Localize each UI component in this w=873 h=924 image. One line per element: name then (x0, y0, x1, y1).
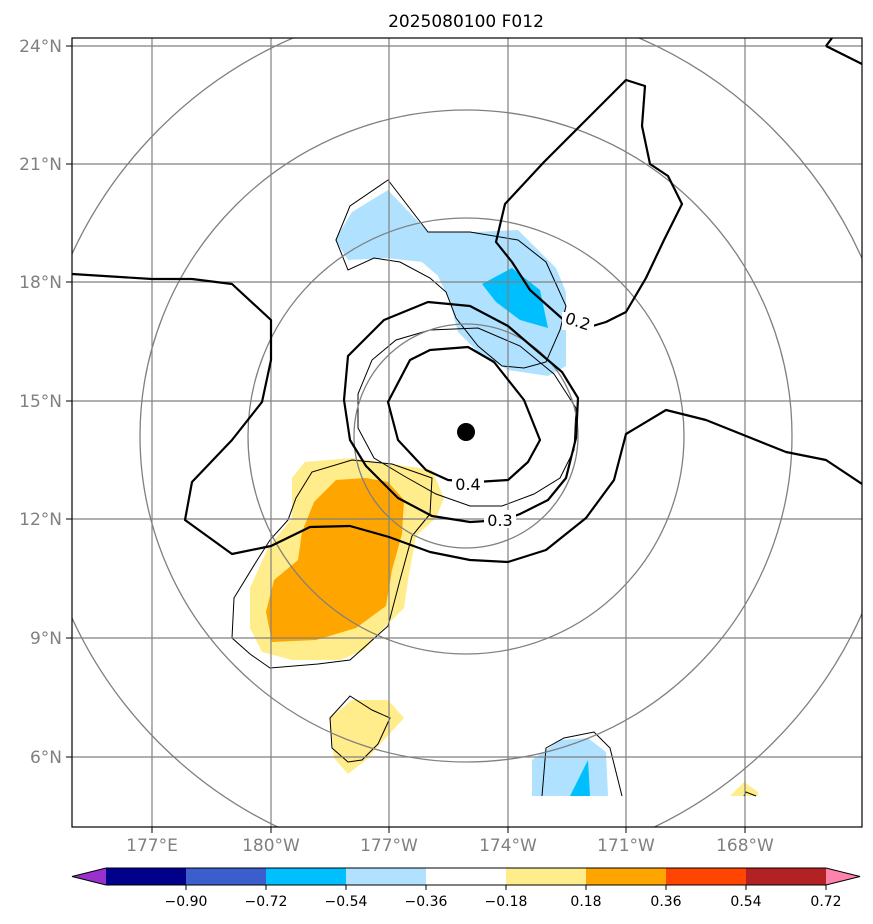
colorbar-outline (71, 867, 861, 886)
colorbar-cell (746, 868, 827, 885)
colorbar-cell (266, 868, 347, 885)
lat-circle-3 (139, 109, 793, 763)
contour-label-bg-0.2 (562, 312, 594, 330)
colorbar-cell (506, 868, 587, 885)
lat-label-21: 21°N (19, 155, 62, 175)
contour-0.2-upper (494, 78, 684, 330)
thick-contours (72, 38, 862, 564)
colorbar-extend-low (72, 868, 106, 885)
colorbar-tick-label: −0.72 (245, 894, 288, 910)
contour-label-0.4: 0.4 (455, 475, 480, 494)
contour-0.3 (342, 300, 580, 524)
contour-top-right (825, 38, 862, 65)
colorbar-tick-label: 0.54 (730, 894, 761, 910)
colorbar-cell (346, 868, 427, 885)
lon-label-171W: 171°W (597, 836, 655, 856)
thin-contour-small (329, 695, 391, 763)
thin-contour-yellow (231, 459, 433, 669)
lat-label-12: 12°N (19, 510, 62, 530)
shade-light-yellow-small (330, 700, 404, 774)
lon-label-168W: 168°W (716, 836, 774, 856)
colorbar-cell (106, 868, 187, 885)
lon-labels: 177°E 180°W 177°W 174°W 171°W 168°W (126, 836, 774, 856)
figure-title: 2025080100 F012 (388, 12, 544, 32)
lat-label-9: 9°N (30, 629, 62, 649)
lon-label-174W: 174°W (479, 836, 537, 856)
colorbar: −0.90 −0.72 −0.54 −0.36 −0.18 0.18 0.36 0.54 0.7… (71, 867, 861, 910)
colorbar-cell (666, 868, 747, 885)
lat-label-18: 18°N (19, 273, 62, 293)
shade-deep-blue (482, 268, 548, 328)
tick-marks (66, 45, 746, 833)
thin-contour-south (541, 731, 623, 797)
shade-light-yellow-east (730, 782, 758, 796)
contour-label-bg-0.3 (484, 510, 516, 528)
contour-0.2 (72, 272, 862, 564)
lon-label-180W: 180°W (242, 836, 300, 856)
lat-label-24: 24°N (19, 37, 62, 57)
lat-labels: 24°N 21°N 18°N 15°N 12°N 9°N 6°N (19, 37, 62, 768)
colorbar-cell (186, 868, 267, 885)
colorbar-tick-label: −0.18 (485, 894, 528, 910)
colorbar-tick-label: 0.72 (810, 894, 841, 910)
lon-label-177E: 177°E (126, 836, 178, 856)
contour-label-bg-0.4 (452, 474, 484, 492)
lon-label-177W: 177°W (360, 836, 418, 856)
colorbar-cells (71, 867, 861, 886)
storm-center-marker (457, 423, 475, 441)
lat-circle-1 (353, 323, 579, 549)
contour-labels: 0.2 0.3 0.4 (452, 309, 594, 530)
colorbar-extend-high (826, 868, 860, 885)
colorbar-tick-label: −0.36 (405, 894, 448, 910)
colorbar-tick-label: 0.36 (650, 894, 681, 910)
lat-label-15: 15°N (19, 392, 62, 412)
graticule-lat-circles (72, 38, 862, 827)
lat-circle-2 (247, 217, 685, 655)
colorbar-tick-label: −0.90 (165, 894, 208, 910)
colorbar-tick-label: −0.54 (325, 894, 368, 910)
colorbar-ticks: −0.90 −0.72 −0.54 −0.36 −0.18 0.18 0.36 0.54 0.7… (165, 885, 842, 910)
contour-0.4 (386, 345, 542, 484)
contour-label-0.3: 0.3 (487, 511, 512, 530)
colorbar-tick-label: 0.18 (570, 894, 601, 910)
thin-contour-north (335, 179, 567, 369)
colorbar-cell (426, 868, 507, 885)
colorbar-cell (586, 868, 667, 885)
graticule-lines (72, 38, 862, 827)
map-area: 0.2 0.3 0.4 (72, 38, 862, 827)
lat-label-6: 6°N (30, 748, 62, 768)
shade-deep-blue-south (570, 760, 590, 796)
map-border (71, 37, 863, 828)
shading-layer (250, 190, 758, 796)
shade-light-blue-south (532, 738, 608, 796)
